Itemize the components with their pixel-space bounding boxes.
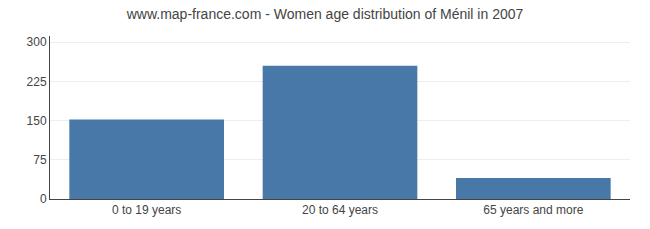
svg-text:20 to 64 years: 20 to 64 years: [302, 203, 378, 217]
svg-text:300: 300: [27, 35, 47, 49]
svg-text:0 to 19 years: 0 to 19 years: [112, 203, 181, 217]
svg-text:0: 0: [40, 192, 47, 206]
svg-text:225: 225: [27, 75, 47, 89]
svg-text:www.map-france.com - Women age: www.map-france.com - Women age distribut…: [126, 6, 524, 22]
svg-text:150: 150: [27, 114, 47, 128]
svg-text:65 years and more: 65 years and more: [483, 203, 583, 217]
svg-text:75: 75: [33, 153, 47, 167]
